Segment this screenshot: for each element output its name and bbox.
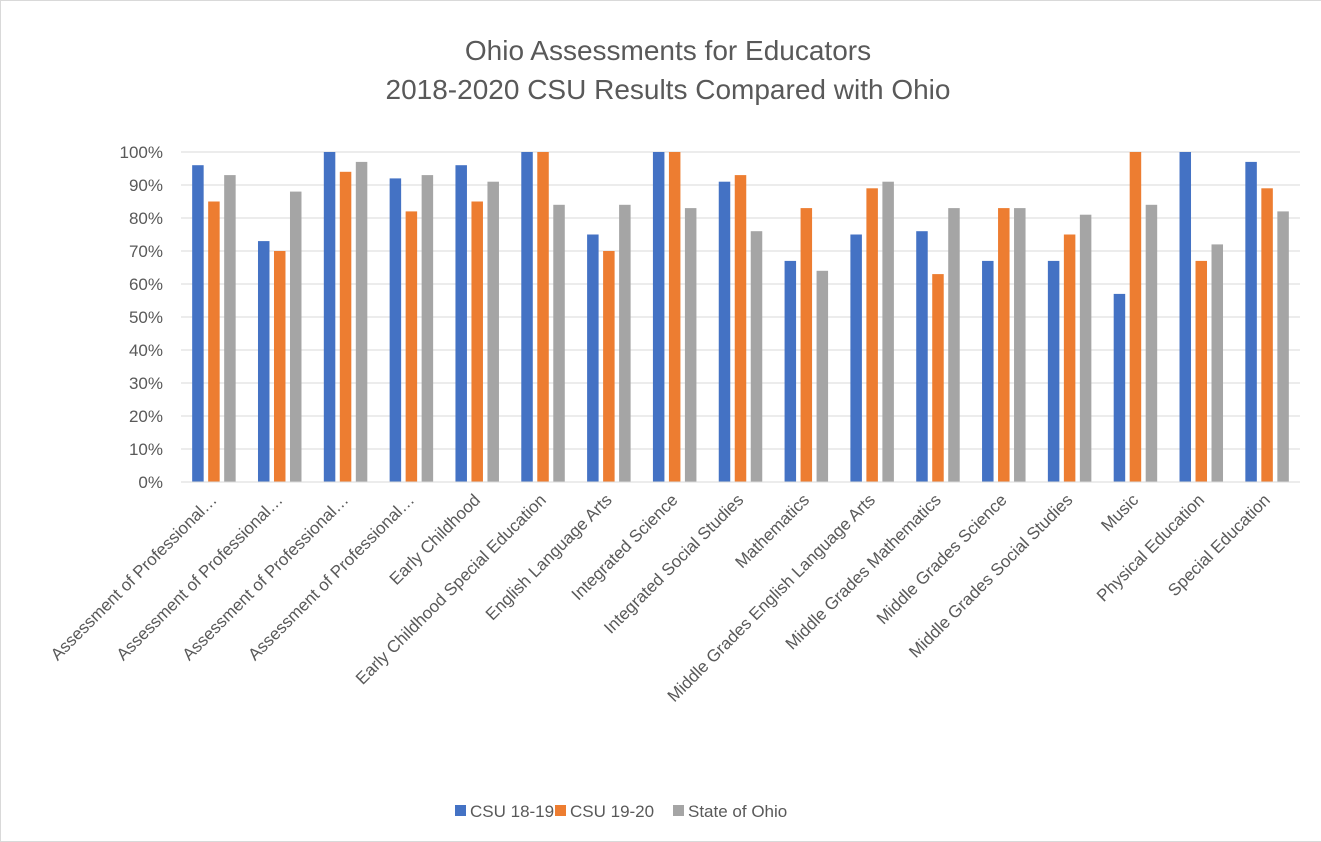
bar-csu-19-20-4 (405, 211, 418, 482)
bar-state-of-ohio-4 (421, 175, 434, 482)
legend-label-1: CSU 18-19 (470, 802, 554, 821)
bar-state-of-ohio-5 (487, 181, 499, 482)
bar-csu-19-20-17 (1261, 188, 1273, 483)
bar-csu-19-20-7 (603, 251, 615, 482)
y-tick-label: 90% (129, 176, 163, 195)
y-tick-label: 0% (138, 473, 163, 492)
bar-csu-19-20-9 (734, 175, 747, 482)
bar-csu-18-19-1 (192, 165, 204, 482)
y-tick-label: 70% (129, 242, 163, 261)
bar-csu-19-20-15 (1129, 152, 1142, 482)
bar-state-of-ohio-1 (224, 175, 236, 482)
bar-csu-18-19-7 (587, 234, 599, 482)
y-tick-label: 100% (120, 143, 163, 162)
bar-state-of-ohio-16 (1211, 244, 1224, 482)
chart-title-line-1: Ohio Assessments for Educators (465, 35, 871, 66)
chart-title: Ohio Assessments for Educators 2018-2020 … (386, 35, 951, 105)
legend-label-2: CSU 19-20 (570, 802, 654, 821)
bar-csu-19-20-5 (471, 201, 483, 482)
legend-swatch-1 (455, 805, 466, 816)
bar-state-of-ohio-10 (816, 270, 829, 482)
legend-swatch-2 (555, 805, 566, 816)
x-axis-category-labels: Assessment of Professional…Assessment of… (47, 490, 1274, 706)
x-category-label: English Language Arts (482, 490, 616, 624)
bar-csu-18-19-3 (323, 152, 336, 482)
bar-state-of-ohio-2 (289, 191, 302, 482)
bar-csu-18-19-5 (455, 165, 467, 482)
bar-state-of-ohio-13 (1014, 208, 1026, 482)
bar-state-of-ohio-9 (750, 231, 763, 482)
bar-state-of-ohio-14 (1079, 214, 1092, 482)
bar-csu-18-19-11 (850, 234, 862, 482)
bar-csu-19-20-10 (800, 208, 813, 482)
y-tick-label: 40% (129, 341, 163, 360)
y-tick-label: 60% (129, 275, 163, 294)
y-tick-label: 30% (129, 374, 163, 393)
bar-csu-19-20-8 (668, 152, 681, 482)
bar-csu-18-19-16 (1179, 152, 1192, 482)
bar-csu-19-20-12 (932, 274, 944, 482)
bar-state-of-ohio-17 (1277, 211, 1289, 482)
bar-csu-18-19-17 (1245, 161, 1257, 482)
legend-label-3: State of Ohio (688, 802, 787, 821)
legend: CSU 18-19 CSU 19-20 State of Ohio (455, 802, 787, 821)
bar-csu-19-20-6 (537, 152, 549, 482)
bar-csu-18-19-14 (1047, 260, 1060, 482)
bar-csu-19-20-11 (866, 188, 878, 483)
bar-state-of-ohio-12 (948, 208, 960, 482)
y-tick-label: 80% (129, 209, 163, 228)
y-tick-label: 20% (129, 407, 163, 426)
bar-csu-18-19-8 (652, 152, 665, 482)
chart-title-line-2: 2018-2020 CSU Results Compared with Ohio (386, 74, 951, 105)
y-axis-tick-labels: 0% 10% 20% 30% 40% 50% 60% 70% 80% 90% 100% (120, 143, 163, 492)
y-tick-label: 10% (129, 440, 163, 459)
bar-csu-18-19-9 (718, 181, 731, 482)
bar-state-of-ohio-7 (619, 204, 631, 483)
bar-csu-19-20-13 (998, 208, 1010, 482)
x-category-label: Integrated Social Studies (600, 490, 747, 637)
bar-csu-18-19-10 (784, 260, 797, 482)
x-category-label: Middle Grades Science (873, 490, 1011, 628)
bar-csu-18-19-13 (982, 260, 994, 482)
bar-csu-18-19-6 (521, 152, 533, 482)
legend-swatch-3 (673, 805, 684, 816)
bar-state-of-ohio-8 (684, 208, 697, 482)
bar-csu-18-19-15 (1113, 293, 1126, 482)
bar-state-of-ohio-6 (553, 204, 565, 483)
bar-state-of-ohio-3 (355, 161, 368, 482)
x-category-label: Music (1097, 490, 1142, 535)
bars (192, 152, 1289, 483)
bar-csu-18-19-12 (916, 231, 928, 482)
bar-state-of-ohio-15 (1145, 204, 1158, 483)
y-tick-label: 50% (129, 308, 163, 327)
bar-csu-18-19-4 (389, 178, 402, 482)
bar-csu-19-20-3 (339, 171, 352, 483)
bar-csu-18-19-2 (257, 241, 270, 482)
bar-csu-19-20-16 (1195, 260, 1208, 482)
bar-state-of-ohio-11 (882, 181, 894, 482)
bar-csu-19-20-1 (208, 201, 220, 482)
bar-csu-19-20-14 (1063, 234, 1076, 482)
bar-csu-19-20-2 (273, 251, 286, 482)
